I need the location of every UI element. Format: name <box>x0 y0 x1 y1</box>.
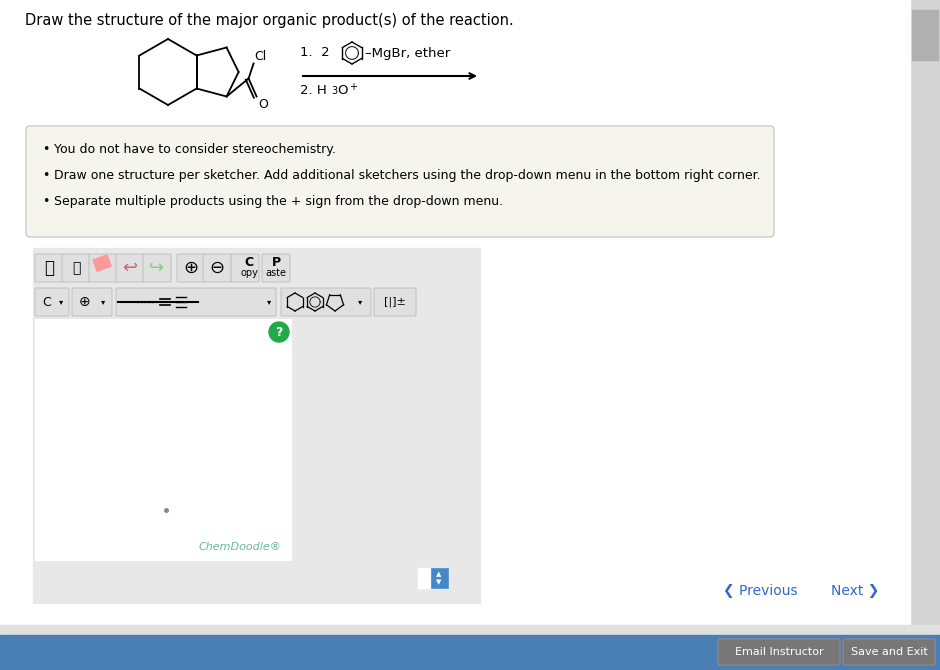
FancyBboxPatch shape <box>89 254 117 282</box>
Text: 3: 3 <box>331 86 337 96</box>
Text: O: O <box>337 84 348 98</box>
Text: aste: aste <box>265 268 287 278</box>
Bar <box>431 568 448 588</box>
Bar <box>33 248 480 603</box>
Bar <box>0 625 940 670</box>
Text: ▾: ▾ <box>267 297 271 306</box>
FancyBboxPatch shape <box>116 288 276 316</box>
Text: •: • <box>42 196 50 208</box>
Text: You do not have to consider stereochemistry.: You do not have to consider stereochemis… <box>54 143 336 157</box>
Text: ?: ? <box>275 326 283 338</box>
Text: C: C <box>244 257 254 269</box>
Circle shape <box>269 322 289 342</box>
Text: ▼: ▼ <box>436 579 442 585</box>
Bar <box>93 255 111 271</box>
Text: ↪: ↪ <box>149 259 164 277</box>
FancyBboxPatch shape <box>116 254 144 282</box>
Bar <box>910 0 940 670</box>
FancyBboxPatch shape <box>35 254 63 282</box>
Text: [|]±: [|]± <box>384 297 406 308</box>
FancyBboxPatch shape <box>72 288 112 316</box>
Text: ChemDoodle®: ChemDoodle® <box>198 542 281 552</box>
FancyBboxPatch shape <box>374 288 416 316</box>
Text: ⊕: ⊕ <box>79 295 91 309</box>
Text: Save and Exit: Save and Exit <box>851 647 928 657</box>
Text: C: C <box>42 295 52 308</box>
Text: –MgBr, ether: –MgBr, ether <box>365 46 450 60</box>
FancyBboxPatch shape <box>281 288 371 316</box>
Bar <box>0 635 940 670</box>
Bar <box>418 568 448 588</box>
Text: opy: opy <box>240 268 258 278</box>
Text: •: • <box>42 143 50 157</box>
Text: ❮ Previous: ❮ Previous <box>723 584 797 598</box>
FancyBboxPatch shape <box>143 254 171 282</box>
FancyBboxPatch shape <box>203 254 231 282</box>
FancyBboxPatch shape <box>718 639 840 665</box>
Text: Draw the structure of the major organic product(s) of the reaction.: Draw the structure of the major organic … <box>25 13 514 28</box>
Text: ⊕: ⊕ <box>183 259 198 277</box>
FancyBboxPatch shape <box>843 639 935 665</box>
Text: ↩: ↩ <box>122 259 137 277</box>
Bar <box>33 252 480 284</box>
Text: Cl: Cl <box>255 50 267 62</box>
Text: Separate multiple products using the + sign from the drop-down menu.: Separate multiple products using the + s… <box>54 196 503 208</box>
Text: ▲: ▲ <box>436 571 442 577</box>
Text: Draw one structure per sketcher. Add additional sketchers using the drop-down me: Draw one structure per sketcher. Add add… <box>54 170 760 182</box>
Text: 2. H: 2. H <box>300 84 327 98</box>
FancyBboxPatch shape <box>262 254 290 282</box>
Bar <box>36 320 291 560</box>
FancyBboxPatch shape <box>231 254 259 282</box>
Text: ▾: ▾ <box>101 297 105 306</box>
Text: O: O <box>258 98 269 111</box>
Bar <box>912 10 938 60</box>
Text: 1.  2: 1. 2 <box>300 46 330 60</box>
Text: Email Instructor: Email Instructor <box>735 647 823 657</box>
Text: ⊖: ⊖ <box>210 259 225 277</box>
FancyBboxPatch shape <box>62 254 90 282</box>
Text: ✋: ✋ <box>44 259 54 277</box>
Text: 🧴: 🧴 <box>71 261 80 275</box>
FancyBboxPatch shape <box>177 254 205 282</box>
Text: ▾: ▾ <box>358 297 362 306</box>
FancyBboxPatch shape <box>35 288 69 316</box>
FancyBboxPatch shape <box>26 126 774 237</box>
Text: P: P <box>272 257 280 269</box>
Text: Next ❯: Next ❯ <box>831 584 879 598</box>
Text: +: + <box>349 82 357 92</box>
Text: ▾: ▾ <box>59 297 63 306</box>
Text: •: • <box>42 170 50 182</box>
